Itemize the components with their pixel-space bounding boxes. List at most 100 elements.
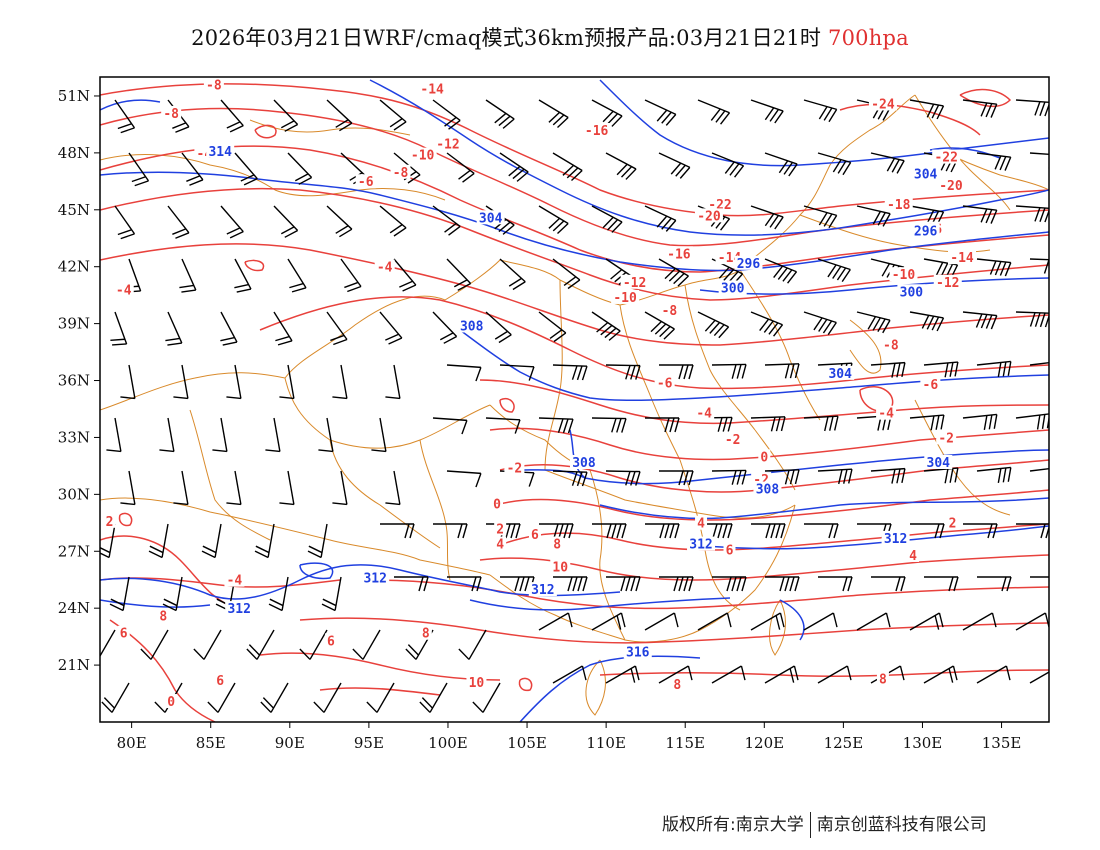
label-backdrop	[706, 197, 735, 211]
wind-barb-feather	[664, 523, 670, 539]
wind-barb-feather	[1061, 361, 1063, 375]
wind-barb-feather	[630, 576, 636, 592]
wind-barb-feather	[834, 416, 839, 431]
wind-barb-feather	[783, 162, 793, 175]
wind-barb-feather	[557, 222, 569, 234]
temperature-label: 4	[909, 549, 917, 564]
wind-barb-feather	[822, 320, 833, 334]
label-backdrop	[390, 164, 411, 179]
temperature-label: -8	[163, 107, 179, 122]
temperature-labels: -8-8-4-14-12-10-8-6-16-24-22-20-18-22-20…	[103, 77, 977, 710]
wind-barb-feather	[1005, 665, 1011, 681]
wind-barb-feather	[366, 701, 378, 713]
wind-barb-feather	[829, 416, 834, 431]
wind-barb-feather	[729, 163, 740, 176]
wind-barb-feather	[120, 502, 135, 506]
wind-barb-feather	[505, 523, 511, 539]
wind-barb-feather	[602, 110, 614, 123]
wind-barb-feather	[1001, 576, 1007, 592]
wind-barb-feather	[616, 163, 628, 176]
label-backdrop	[933, 274, 962, 289]
wind-barb-feather	[563, 523, 569, 539]
wind-barb-feather	[458, 169, 471, 180]
wind-barb-shaft	[817, 665, 848, 684]
temperature-label: -20	[697, 209, 721, 224]
height-label: 296	[914, 225, 938, 240]
temperature-label: -12	[436, 137, 459, 152]
wind-barb-feather	[175, 126, 190, 133]
temperature-label: -6	[923, 378, 939, 393]
wind-barb-feather	[308, 545, 323, 554]
label-backdrop	[920, 377, 941, 392]
wind-barb-feather	[1044, 208, 1049, 223]
label-backdrop	[695, 515, 708, 530]
wind-barb-feather	[508, 165, 521, 177]
height-label: 314	[208, 145, 232, 160]
wind-barb-feather	[980, 314, 988, 329]
wind-barb-feather	[886, 158, 895, 172]
label-backdrop	[418, 81, 447, 96]
wind-barb-feather	[528, 472, 535, 487]
wind-barb-feather	[775, 416, 781, 432]
wind-barb-feather	[333, 338, 348, 346]
wind-barb-feather	[1057, 361, 1059, 375]
wind-barb-feather	[669, 417, 675, 433]
wind-barb-feather	[475, 367, 482, 382]
wind-barb-feather	[519, 576, 525, 592]
wind-barb-feather	[940, 414, 945, 430]
label-backdrop	[897, 284, 926, 299]
wind-barb-feather	[741, 576, 747, 592]
wind-barb-feather	[1060, 577, 1064, 591]
temperature-label: -10	[613, 291, 637, 306]
wind-barb-feather	[881, 263, 891, 277]
wind-barb-feather	[764, 213, 775, 227]
wind-barb-feather	[120, 127, 135, 134]
wind-barb-feather	[992, 523, 998, 539]
wind-barb-feather	[823, 213, 833, 227]
wind-barb-feather	[163, 598, 178, 607]
wind-barb-feather	[731, 576, 737, 592]
wind-barb-shaft	[1029, 467, 1049, 472]
wind-barb-feather	[896, 468, 901, 484]
latitude-axis: 51N 48N 45N 42N 39N 36N 33N 30N 27N 24N 21N	[58, 87, 100, 674]
wind-barb-feather	[841, 269, 851, 282]
wind-barb-feather	[109, 603, 124, 612]
wind-barb-feather	[596, 322, 609, 333]
wind-barb-feather	[439, 332, 454, 341]
wind-barb-feather	[715, 110, 726, 123]
wind-barb-shaft	[856, 612, 887, 631]
wind-barb-shaft	[432, 417, 467, 422]
wind-barb-feather	[673, 576, 679, 592]
wind-barb-feather	[248, 644, 261, 656]
height-label: 312	[689, 538, 712, 553]
wind-barb-feather	[944, 362, 949, 378]
height-label: 304	[479, 211, 503, 226]
wind-barb-feather	[172, 228, 187, 235]
wind-barb-feather	[1054, 260, 1058, 274]
wind-barb-feather	[254, 550, 269, 559]
wind-barb-feather	[172, 122, 187, 129]
wind-barb-feather	[818, 319, 828, 332]
height-label: 308	[756, 483, 780, 498]
wind-barb-feather	[983, 415, 988, 430]
wind-barb-feather	[280, 226, 295, 235]
wind-barb-feather	[763, 320, 774, 333]
label-backdrop	[664, 246, 693, 261]
wind-barb-feather	[606, 219, 619, 231]
wind-barb-feather	[498, 115, 511, 127]
wind-barb-feather	[389, 118, 403, 128]
lon-tick-label: 100E	[428, 734, 468, 752]
wind-barb-feather	[769, 109, 779, 122]
wind-barb-shaft	[217, 682, 236, 713]
label-backdrop	[868, 96, 897, 111]
label-backdrop	[157, 608, 170, 623]
wind-barb-feather	[606, 523, 612, 539]
wind-barb-feather	[988, 414, 993, 430]
wind-barb-feather	[659, 523, 665, 539]
wind-barb-feather	[234, 283, 249, 289]
label-backdrop	[880, 337, 901, 352]
wind-barb-feather	[663, 328, 675, 340]
wind-barb-feather	[818, 212, 828, 226]
wind-barb-feather	[101, 701, 113, 713]
